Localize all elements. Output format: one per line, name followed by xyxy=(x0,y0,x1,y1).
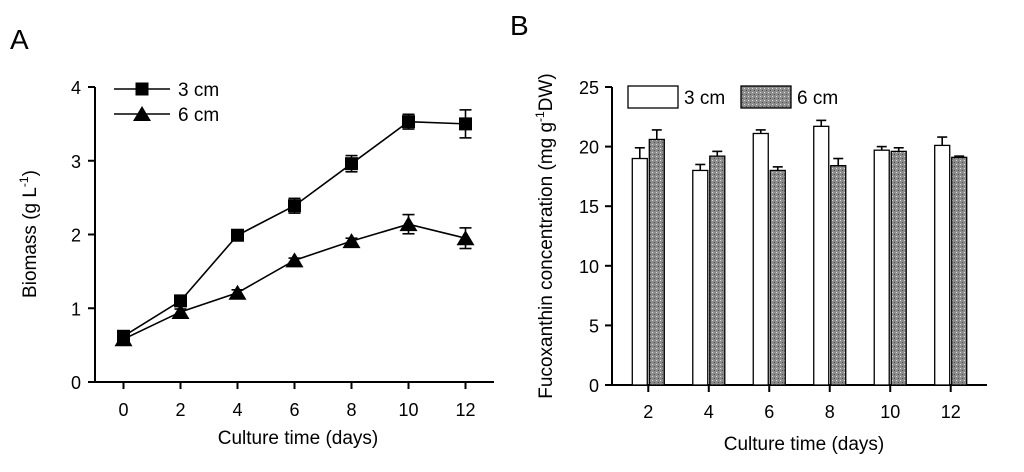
bar-6cm xyxy=(830,165,847,386)
x-tick-label-a: 8 xyxy=(346,400,356,420)
data-point-3cm xyxy=(459,117,472,131)
chart-panel-b: B Culture time (days) Fucoxanthin concen… xyxy=(510,10,987,455)
x-tick-label-a: 0 xyxy=(118,400,128,420)
y-tick-label-a: 0 xyxy=(71,373,81,393)
x-tick-label-b: 12 xyxy=(941,402,961,422)
x-tick-label-a: 12 xyxy=(455,400,475,420)
axes-b xyxy=(611,87,987,386)
legend-swatch-6cm xyxy=(740,85,792,109)
panel-letter-a: A xyxy=(10,24,29,55)
legend-label-3cm: 3 cm xyxy=(684,88,725,109)
bar-3cm xyxy=(934,144,951,386)
legend-label-6cm: 6 cm xyxy=(797,88,838,109)
legend-marker-3cm xyxy=(135,82,149,96)
legend-marker-6cm xyxy=(133,106,151,121)
x-tick-label-b: 4 xyxy=(704,402,714,422)
panel-letter-b: B xyxy=(510,10,529,41)
chart-panel-a: A Culture time (days) Biomass (g L-1) 0 2… xyxy=(10,24,494,449)
y-axis-title-b: Fucoxanthin concentration (mg g-1DW) xyxy=(533,73,557,398)
legend-swatch-3cm xyxy=(627,85,679,109)
x-tick-label-a: 10 xyxy=(398,400,418,420)
x-tick-label-b: 10 xyxy=(880,402,900,422)
bar-6cm xyxy=(648,138,665,386)
x-tick-label-b: 8 xyxy=(825,402,835,422)
data-point-6cm xyxy=(228,284,247,300)
bar-3cm xyxy=(813,125,830,386)
data-point-6cm xyxy=(171,303,190,319)
legend-a: 3 cm 6 cm xyxy=(114,80,219,126)
axes-a xyxy=(94,87,494,383)
y-tick-label-b: 0 xyxy=(589,376,599,396)
legend-label-6cm: 6 cm xyxy=(178,105,219,126)
data-point-3cm xyxy=(231,228,244,242)
x-tick-label-a: 4 xyxy=(232,400,242,420)
y-tick-label-b: 15 xyxy=(579,197,599,217)
y-tick-label-b: 10 xyxy=(579,257,599,277)
data-point-3cm xyxy=(345,157,358,171)
y-tick-label-b: 20 xyxy=(579,138,599,158)
bar-3cm xyxy=(752,132,769,386)
x-tick-label-a: 2 xyxy=(175,400,185,420)
legend-label-3cm: 3 cm xyxy=(178,80,219,101)
data-point-6cm xyxy=(399,216,418,232)
series-group-a xyxy=(114,109,475,347)
x-tick-label-b: 6 xyxy=(764,402,774,422)
axis-ticks-b: 0 5 10 15 20 25 2 4 6 8 10 12 xyxy=(579,78,961,422)
x-tick-label-a: 6 xyxy=(289,400,299,420)
data-point-6cm xyxy=(285,252,304,268)
data-point-6cm xyxy=(114,331,133,347)
bar-3cm xyxy=(873,149,890,386)
bar-3cm xyxy=(692,169,709,386)
y-tick-label-b: 5 xyxy=(589,316,599,336)
y-tick-label-b: 25 xyxy=(579,78,599,98)
data-point-3cm xyxy=(288,199,301,213)
bar-6cm xyxy=(769,169,786,386)
x-axis-title-b: Culture time (days) xyxy=(724,434,885,455)
data-point-3cm xyxy=(174,294,187,308)
x-axis-title-a: Culture time (days) xyxy=(218,428,379,449)
data-point-6cm xyxy=(456,230,475,246)
data-point-3cm xyxy=(402,115,415,129)
bar-6cm xyxy=(951,156,968,386)
bar-6cm xyxy=(890,150,907,386)
legend-b: 3 cm 6 cm xyxy=(627,85,838,109)
x-tick-label-b: 2 xyxy=(643,402,653,422)
y-tick-label-a: 2 xyxy=(71,226,81,246)
y-axis-title-a: Biomass (g L-1) xyxy=(17,170,41,298)
y-tick-label-a: 1 xyxy=(71,299,81,319)
y-tick-label-a: 3 xyxy=(71,152,81,172)
bar-3cm xyxy=(631,157,648,386)
bars-group-b xyxy=(631,119,968,386)
y-tick-label-a: 4 xyxy=(71,78,81,98)
series-line-6cm xyxy=(123,223,466,340)
bar-6cm xyxy=(709,155,726,386)
data-point-6cm xyxy=(342,233,361,249)
